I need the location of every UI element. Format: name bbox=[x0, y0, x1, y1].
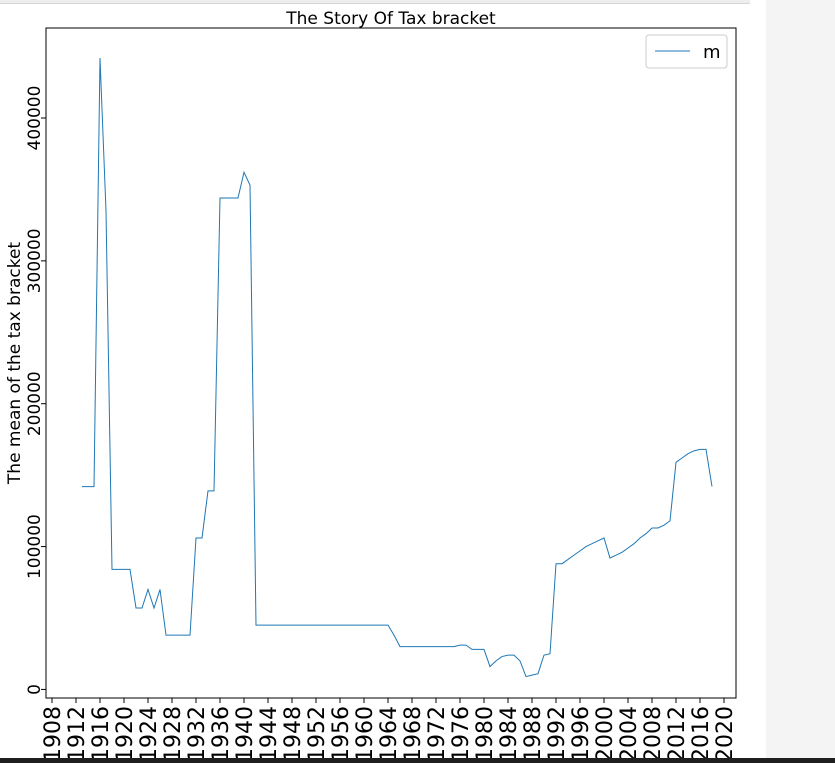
x-tick-label: 1996 bbox=[569, 706, 594, 758]
x-tick-label: 1912 bbox=[65, 706, 90, 758]
taskbar-edge bbox=[0, 758, 835, 763]
x-tick-label: 2016 bbox=[689, 706, 714, 758]
y-tick-label: 300000 bbox=[25, 228, 45, 293]
x-tick-label: 1992 bbox=[545, 706, 570, 758]
x-tick-label: 2020 bbox=[713, 706, 738, 758]
x-tick-label: 1980 bbox=[473, 706, 498, 758]
y-tick-label: 400000 bbox=[25, 86, 45, 151]
x-tick-label: 1940 bbox=[233, 706, 258, 758]
y-tick-label: 200000 bbox=[25, 371, 45, 436]
x-tick-label: 1972 bbox=[425, 706, 450, 758]
x-tick-label: 1932 bbox=[185, 706, 210, 758]
x-tick-label: 1924 bbox=[137, 706, 162, 758]
x-tick-label: 1916 bbox=[89, 706, 114, 758]
x-tick-label: 1968 bbox=[401, 706, 426, 758]
x-tick-label: 1948 bbox=[281, 706, 306, 758]
series-line-m bbox=[82, 57, 713, 678]
legend-label: m bbox=[703, 42, 721, 63]
x-axis-ticks: 1908 1912 1916 1920 1924 1928 1932 1936 1940 1944… bbox=[41, 698, 738, 758]
legend: m bbox=[645, 34, 728, 69]
x-tick-label: 1920 bbox=[113, 706, 138, 758]
x-tick-label: 1944 bbox=[257, 706, 282, 758]
y-tick-label: 100000 bbox=[25, 514, 45, 579]
x-tick-label: 1952 bbox=[305, 706, 330, 758]
x-tick-label: 1956 bbox=[329, 706, 354, 758]
x-tick-label: 1960 bbox=[353, 706, 378, 758]
y-axis-ticks: 0 100000 200000 300000 400000 bbox=[25, 86, 46, 695]
x-tick-label: 2012 bbox=[665, 706, 690, 758]
plot-area bbox=[45, 27, 737, 699]
chart-title: The Story Of Tax bracket bbox=[285, 9, 496, 29]
x-tick-label: 1964 bbox=[377, 706, 402, 758]
scroll-gutter[interactable] bbox=[766, 0, 835, 763]
x-tick-label: 1984 bbox=[497, 706, 522, 758]
x-tick-label: 1928 bbox=[161, 706, 186, 758]
x-tick-label: 1976 bbox=[449, 706, 474, 758]
series-layer bbox=[82, 57, 713, 678]
y-tick-label: 0 bbox=[25, 684, 45, 695]
x-tick-label: 2008 bbox=[641, 706, 666, 758]
x-tick-label: 1936 bbox=[209, 706, 234, 758]
x-tick-label: 1988 bbox=[521, 706, 546, 758]
x-tick-label: 2000 bbox=[593, 706, 618, 758]
window-top-edge bbox=[0, 0, 750, 4]
line-chart: The Story Of Tax bracket The mean of the… bbox=[5, 9, 738, 758]
x-tick-label: 2004 bbox=[617, 706, 642, 758]
y-axis-label: The mean of the tax bracket bbox=[5, 242, 25, 486]
x-tick-label: 1908 bbox=[41, 706, 66, 758]
